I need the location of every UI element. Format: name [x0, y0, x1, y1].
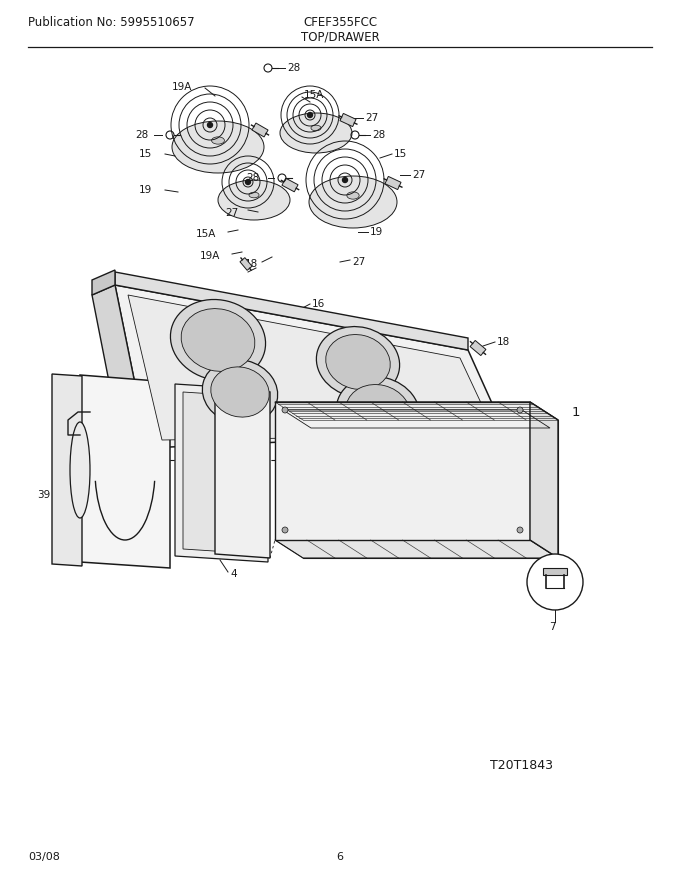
- Text: 19A: 19A: [171, 82, 192, 92]
- Text: 15: 15: [394, 149, 407, 159]
- Text: 03/08: 03/08: [28, 852, 60, 862]
- Text: T20T1843: T20T1843: [490, 759, 553, 772]
- Ellipse shape: [326, 334, 390, 390]
- Polygon shape: [115, 285, 505, 448]
- Ellipse shape: [171, 299, 266, 380]
- Text: 19: 19: [370, 227, 384, 237]
- Ellipse shape: [316, 326, 400, 398]
- Polygon shape: [52, 374, 82, 566]
- Text: 2: 2: [243, 371, 250, 381]
- Text: 16: 16: [312, 299, 325, 309]
- Text: 19: 19: [139, 185, 152, 195]
- Ellipse shape: [345, 385, 410, 439]
- Polygon shape: [215, 388, 270, 558]
- Circle shape: [343, 178, 347, 182]
- Text: 28: 28: [135, 130, 148, 140]
- Text: 39: 39: [37, 490, 50, 500]
- Polygon shape: [275, 402, 530, 540]
- Ellipse shape: [181, 309, 255, 371]
- Circle shape: [245, 180, 250, 185]
- Ellipse shape: [347, 192, 359, 199]
- Ellipse shape: [249, 192, 259, 198]
- Circle shape: [307, 113, 313, 118]
- Ellipse shape: [172, 121, 264, 173]
- Polygon shape: [385, 176, 401, 189]
- Ellipse shape: [280, 113, 352, 153]
- Polygon shape: [92, 270, 115, 295]
- Text: 27: 27: [352, 257, 365, 267]
- Ellipse shape: [337, 377, 420, 447]
- Text: CFEF355FCC: CFEF355FCC: [303, 16, 377, 28]
- Text: 18: 18: [245, 259, 258, 269]
- Ellipse shape: [218, 180, 290, 220]
- Circle shape: [517, 527, 523, 533]
- Polygon shape: [303, 420, 558, 558]
- Polygon shape: [470, 341, 486, 356]
- Ellipse shape: [211, 367, 269, 417]
- Circle shape: [527, 554, 583, 610]
- Text: Publication No: 5995510657: Publication No: 5995510657: [28, 16, 194, 28]
- Polygon shape: [240, 258, 252, 270]
- Polygon shape: [80, 375, 170, 568]
- Ellipse shape: [211, 137, 224, 144]
- Text: 7: 7: [549, 622, 556, 632]
- Polygon shape: [183, 392, 260, 554]
- Text: 17: 17: [55, 437, 68, 447]
- Polygon shape: [340, 114, 356, 127]
- Text: 1: 1: [572, 406, 581, 419]
- Circle shape: [207, 122, 213, 128]
- Polygon shape: [282, 178, 298, 192]
- Ellipse shape: [70, 422, 90, 518]
- Text: 6: 6: [337, 852, 343, 862]
- Text: 15: 15: [139, 149, 152, 159]
- Text: 3: 3: [105, 525, 112, 535]
- Polygon shape: [115, 272, 468, 350]
- Text: 4: 4: [230, 569, 237, 579]
- Polygon shape: [275, 402, 558, 420]
- Text: 27: 27: [365, 113, 378, 123]
- Text: 27: 27: [412, 170, 425, 180]
- Text: 19A: 19A: [200, 251, 220, 261]
- Polygon shape: [530, 402, 558, 558]
- Circle shape: [282, 407, 288, 413]
- Ellipse shape: [309, 176, 397, 228]
- Text: 28: 28: [372, 130, 386, 140]
- Polygon shape: [543, 568, 567, 575]
- Polygon shape: [128, 295, 496, 440]
- Polygon shape: [275, 540, 558, 558]
- Text: 28: 28: [287, 63, 301, 73]
- Text: 15A: 15A: [304, 90, 324, 100]
- Text: 18: 18: [497, 337, 510, 347]
- Circle shape: [282, 527, 288, 533]
- Circle shape: [517, 407, 523, 413]
- Text: 15A: 15A: [196, 229, 216, 239]
- Ellipse shape: [311, 125, 321, 131]
- Polygon shape: [252, 123, 268, 137]
- Text: TOP/DRAWER: TOP/DRAWER: [301, 31, 379, 43]
- Text: 28: 28: [247, 173, 260, 183]
- Polygon shape: [175, 384, 268, 562]
- Polygon shape: [92, 285, 148, 458]
- Text: 27: 27: [225, 208, 238, 218]
- Ellipse shape: [203, 360, 277, 424]
